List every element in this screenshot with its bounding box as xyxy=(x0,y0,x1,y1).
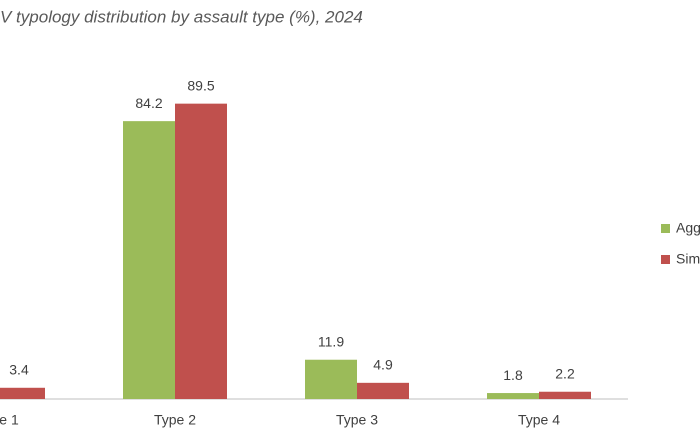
x-tick-label: e 1 xyxy=(0,412,19,428)
x-tick-label: Type 4 xyxy=(518,412,560,428)
value-label: 89.5 xyxy=(187,77,214,93)
value-label: 2.2 xyxy=(555,365,575,381)
bar xyxy=(357,382,409,399)
bar xyxy=(0,387,45,399)
legend-swatch xyxy=(661,224,670,233)
value-label: 3.4 xyxy=(9,361,29,377)
bar xyxy=(123,121,175,399)
value-label: 1.8 xyxy=(503,367,523,383)
bar xyxy=(539,391,591,399)
value-label: 11.9 xyxy=(318,333,344,349)
x-tick-label: Type 3 xyxy=(336,412,378,428)
bar xyxy=(305,359,357,399)
x-tick-label: Type 2 xyxy=(154,412,196,428)
value-label: 4.9 xyxy=(373,357,393,373)
bar xyxy=(487,393,539,399)
bar xyxy=(175,103,227,400)
legend-label: Sim xyxy=(676,251,700,267)
chart-title: V typology distribution by assault type … xyxy=(0,7,363,26)
value-label: 84.2 xyxy=(135,95,162,111)
legend-label: Agg xyxy=(676,220,700,236)
legend-swatch xyxy=(661,255,670,264)
